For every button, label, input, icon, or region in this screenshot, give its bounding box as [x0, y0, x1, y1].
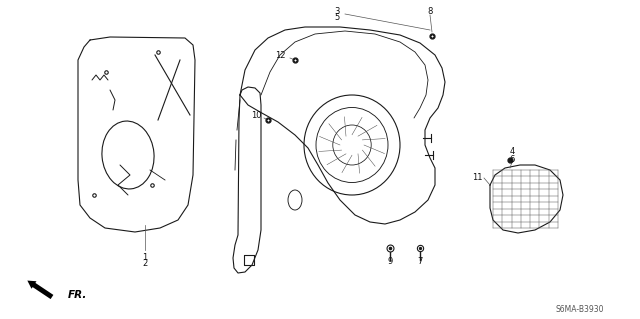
Text: S6MA-B3930: S6MA-B3930 — [556, 306, 604, 315]
Text: 11: 11 — [472, 174, 483, 182]
Text: 9: 9 — [387, 257, 392, 266]
Text: 10: 10 — [252, 110, 262, 120]
Text: 3: 3 — [334, 6, 340, 16]
Text: 4: 4 — [509, 147, 515, 157]
Text: 1: 1 — [142, 253, 148, 262]
Text: FR.: FR. — [68, 290, 88, 300]
Text: 2: 2 — [142, 259, 148, 269]
Text: 7: 7 — [417, 257, 422, 266]
FancyArrow shape — [28, 281, 53, 299]
Text: 6: 6 — [509, 154, 515, 164]
Text: 12: 12 — [275, 50, 286, 60]
Text: 8: 8 — [428, 6, 433, 16]
Text: 5: 5 — [334, 12, 340, 21]
